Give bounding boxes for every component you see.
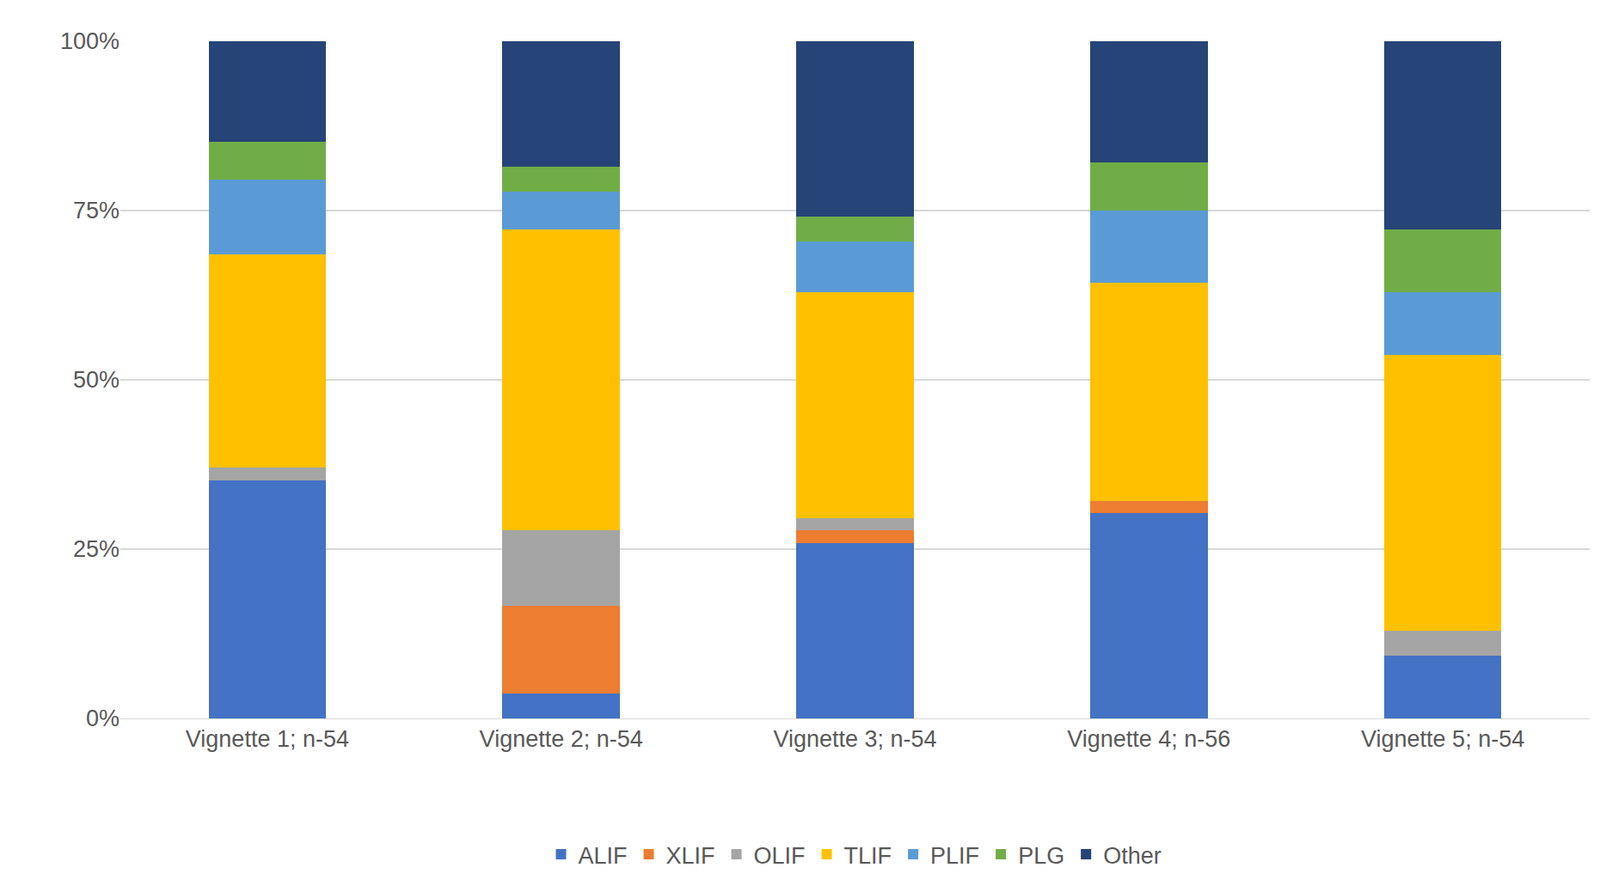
svg-text:OLIF: OLIF: [754, 843, 806, 870]
svg-text:Vignette 2; n-54: Vignette 2; n-54: [479, 726, 644, 753]
svg-text:100%: 100%: [60, 28, 120, 55]
svg-text:XLIF: XLIF: [666, 843, 716, 870]
svg-text:ALIF: ALIF: [578, 843, 628, 870]
svg-text:Vignette 3; n-54: Vignette 3; n-54: [772, 726, 937, 753]
svg-text:Vignette 5; n-54: Vignette 5; n-54: [1360, 726, 1525, 753]
svg-text:PLG: PLG: [1017, 843, 1065, 870]
svg-text:75%: 75%: [73, 197, 120, 224]
svg-text:Other: Other: [1103, 843, 1162, 870]
svg-text:TLIF: TLIF: [844, 843, 893, 870]
svg-text:Vignette 1; n-54: Vignette 1; n-54: [185, 726, 350, 753]
svg-text:0%: 0%: [85, 705, 120, 732]
svg-text:25%: 25%: [73, 536, 120, 563]
svg-text:Vignette 4; n-56: Vignette 4; n-56: [1066, 726, 1231, 753]
svg-text:PLIF: PLIF: [930, 843, 980, 870]
svg-text:50%: 50%: [73, 367, 120, 393]
